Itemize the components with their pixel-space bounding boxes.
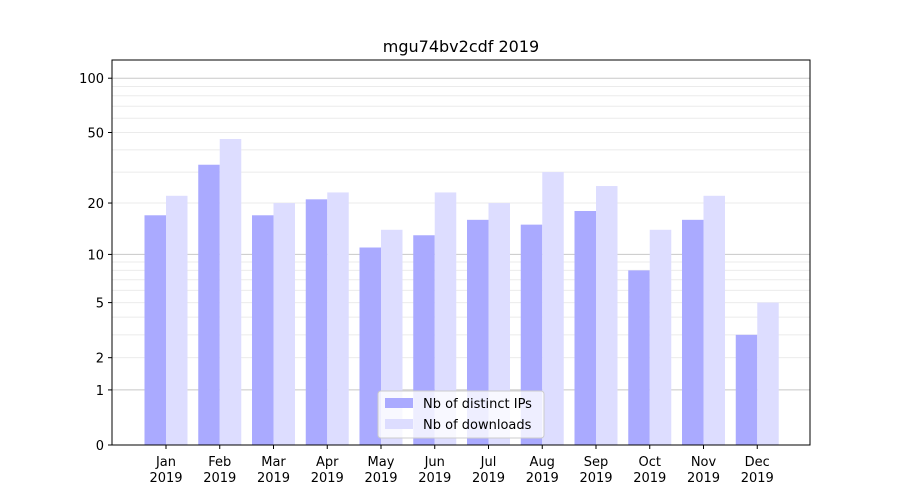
x-tick-label-year: 2019 xyxy=(741,471,774,486)
bar-downloads xyxy=(273,203,295,445)
x-tick-label-month: Aug xyxy=(530,455,555,470)
x-tick-label-month: Nov xyxy=(691,455,717,470)
bar-downloads xyxy=(596,186,618,445)
x-tick-label-year: 2019 xyxy=(364,471,397,486)
bar-distinct-ips xyxy=(520,224,543,445)
bar-downloads xyxy=(219,139,242,445)
bar-distinct-ips xyxy=(305,199,328,445)
legend: Nb of distinct IPs Nb of downloads xyxy=(377,390,545,439)
plot-frame xyxy=(111,59,811,446)
x-tick-label-month: May xyxy=(368,455,395,470)
y-tick-label: 50 xyxy=(87,127,104,142)
chart-title: mgu74bv2cdf 2019 xyxy=(383,37,539,56)
x-tick-label-month: Dec xyxy=(745,455,770,470)
bar-distinct-ips xyxy=(574,210,596,445)
bar-downloads xyxy=(166,195,188,445)
bar-distinct-ips xyxy=(252,215,274,445)
x-tick-label-month: Mar xyxy=(261,455,286,470)
y-tick-label: 5 xyxy=(96,297,104,312)
x-tick-label-year: 2019 xyxy=(149,471,182,486)
bar-distinct-ips xyxy=(198,164,220,445)
bar-downloads xyxy=(327,192,349,445)
bar-distinct-ips xyxy=(359,247,381,445)
legend-label: Nb of downloads xyxy=(423,418,532,433)
y-tick-label: 1 xyxy=(96,384,104,399)
bar-distinct-ips xyxy=(735,334,758,445)
bar-downloads xyxy=(649,229,672,445)
x-tick-label-month: Jan xyxy=(155,455,176,470)
x-tick-label-year: 2019 xyxy=(203,471,236,486)
y-tick-label: 2 xyxy=(96,352,104,367)
x-tick-label-month: Jun xyxy=(424,455,445,470)
bar-distinct-ips xyxy=(144,215,166,445)
bar-downloads xyxy=(703,195,725,445)
legend-label: Nb of distinct IPs xyxy=(423,397,532,412)
bar-downloads xyxy=(757,302,779,445)
x-tick-label-year: 2019 xyxy=(526,471,559,486)
x-tick-label-month: Feb xyxy=(208,455,231,470)
bar-distinct-ips xyxy=(467,219,489,445)
x-tick-label-month: Oct xyxy=(639,455,661,470)
x-tick-label-month: Sep xyxy=(584,455,609,470)
legend-box xyxy=(377,390,545,439)
x-tick-label-month: Apr xyxy=(316,455,339,470)
x-tick-label-year: 2019 xyxy=(257,471,290,486)
y-tick-label: 20 xyxy=(87,197,104,212)
bar-distinct-ips xyxy=(682,219,704,445)
x-tick-label-year: 2019 xyxy=(472,471,505,486)
y-tick-label: 100 xyxy=(79,72,104,87)
y-tick-label: 10 xyxy=(87,248,104,263)
x-tick-label-month: Jul xyxy=(480,455,497,470)
x-tick-label-year: 2019 xyxy=(311,471,344,486)
bar-downloads xyxy=(488,203,510,445)
x-tick-label-year: 2019 xyxy=(418,471,451,486)
x-tick-label-year: 2019 xyxy=(687,471,720,486)
y-tick-label: 0 xyxy=(96,439,104,454)
bar-downloads xyxy=(542,172,564,445)
x-tick-label-year: 2019 xyxy=(579,471,612,486)
bar-distinct-ips xyxy=(628,270,650,445)
x-tick-label-year: 2019 xyxy=(633,471,666,486)
legend-swatch xyxy=(385,419,413,429)
bar-downloads xyxy=(434,192,457,445)
legend-swatch xyxy=(385,398,413,408)
